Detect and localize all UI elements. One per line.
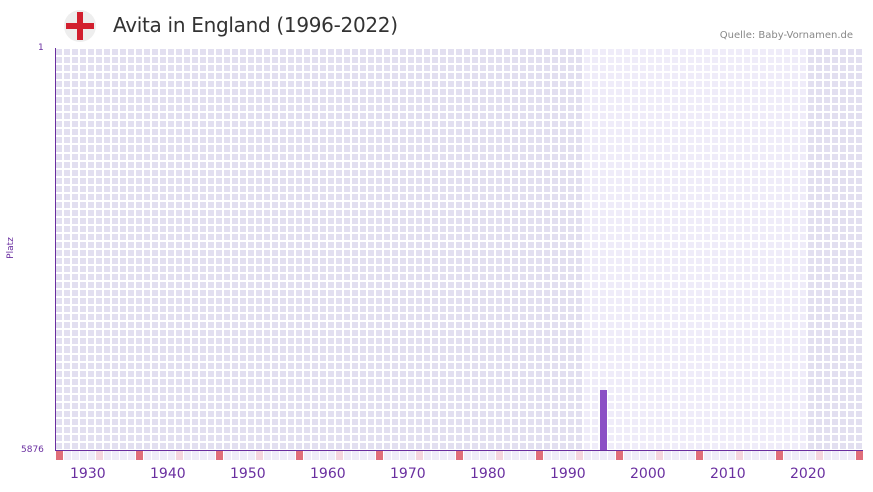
x-tick-label: 1970 bbox=[390, 466, 426, 482]
x-tick-label: 1930 bbox=[70, 466, 106, 482]
source-credit: Quelle: Baby-Vornamen.de bbox=[719, 30, 853, 41]
y-tick-bottom: 5876 bbox=[21, 445, 44, 455]
plot-area bbox=[55, 48, 863, 450]
x-tick-label: 2020 bbox=[790, 466, 826, 482]
x-tick-label: 1980 bbox=[470, 466, 506, 482]
x-tick-label: 1940 bbox=[150, 466, 186, 482]
x-axis bbox=[55, 450, 863, 451]
chart-title: Avita in England (1996-2022) bbox=[113, 13, 398, 37]
bar-1996[interactable] bbox=[600, 390, 607, 450]
y-axis bbox=[55, 48, 56, 451]
x-tick-label: 2000 bbox=[630, 466, 666, 482]
england-flag-icon bbox=[64, 10, 96, 42]
y-tick-top: 1 bbox=[38, 43, 44, 53]
x-tick-label: 1990 bbox=[550, 466, 586, 482]
x-tick-label: 2010 bbox=[710, 466, 746, 482]
y-axis-title: Platz bbox=[6, 237, 16, 259]
x-tick-label: 1950 bbox=[230, 466, 266, 482]
x-tick-label: 1960 bbox=[310, 466, 346, 482]
